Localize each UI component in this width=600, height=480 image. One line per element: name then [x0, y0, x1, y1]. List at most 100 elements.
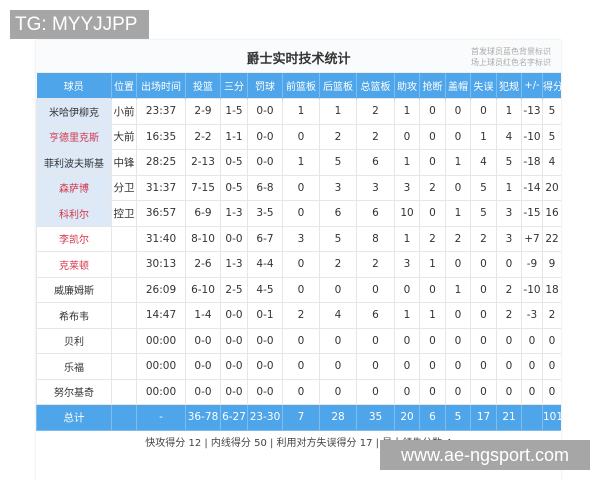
total-cell: 总计 — [36, 404, 112, 431]
stat-cell: 0 — [319, 327, 357, 354]
stat-cell: 0 — [470, 378, 497, 405]
stat-cell: 6-10 — [185, 276, 221, 303]
table-row: 希布韦 14:47 1-4 0-0 0-1 2 4 6 1 1 0 0 2 -3 2 — [36, 302, 561, 329]
stat-cell — [111, 302, 137, 329]
total-cell: 6 — [419, 404, 446, 431]
stat-cell: 6 — [356, 200, 395, 227]
total-cell — [111, 404, 137, 431]
stat-cell: -14 — [521, 174, 543, 201]
stat-cell: -3 — [521, 302, 543, 329]
stat-cell: 1 — [419, 302, 446, 329]
stat-cell: 1-4 — [185, 302, 221, 329]
stat-cell: 0 — [445, 251, 471, 278]
stat-cell: 2 — [356, 98, 395, 125]
stat-cell: 5 — [496, 149, 522, 176]
panel-header: 爵士实时技术统计 首发球员蓝色背景标识 场上球员红色名字标识 — [36, 40, 561, 73]
table-row: 菲利波夫斯基 中锋 28:25 2-13 0-5 0-0 1 5 6 1 0 1 4 5 -18 4 — [36, 149, 561, 176]
header-row: 球员 位置 出场时间 投篮 三分 罚球 前篮板 后篮板 总篮板 助攻 抢断 盖帽 失误 犯规 +/- 得分 — [36, 73, 561, 99]
stat-cell: 0 — [496, 251, 522, 278]
stat-cell: 5 — [470, 200, 497, 227]
total-cell: 23-30 — [247, 404, 283, 431]
stat-cell: 0 — [356, 378, 395, 405]
stat-cell: 28:25 — [136, 149, 186, 176]
total-cell: 35 — [356, 404, 395, 431]
table-row: 李凯尔 31:40 8-10 0-0 6-7 3 5 8 1 2 2 2 3 +7 22 — [36, 225, 561, 252]
stat-cell: 0 — [319, 378, 357, 405]
legend: 首发球员蓝色背景标识 场上球员红色名字标识 — [471, 46, 551, 68]
stat-cell: 2-6 — [185, 251, 221, 278]
stat-cell: 0-0 — [247, 123, 283, 150]
stat-cell: 0 — [419, 98, 446, 125]
stat-cell: 2 — [419, 225, 446, 252]
table-row: 亨德里克斯 大前 16:35 2-2 1-1 0-0 0 2 2 0 0 0 1 4 -10 5 — [36, 123, 561, 150]
stat-cell: 0-0 — [185, 378, 221, 405]
stat-cell: +7 — [521, 225, 543, 252]
stat-cell: 1 — [394, 98, 420, 125]
player-name: 威廉姆斯 — [36, 276, 112, 303]
stat-cell: 1 — [282, 149, 320, 176]
stat-cell: 0-0 — [185, 353, 221, 380]
stat-cell: 0 — [394, 276, 420, 303]
player-name: 科利尔 — [36, 200, 112, 227]
stat-cell: 31:40 — [136, 225, 186, 252]
stat-cell: 3 — [282, 225, 320, 252]
stat-cell: 8-10 — [185, 225, 221, 252]
stat-cell: 0 — [419, 353, 446, 380]
stat-cell — [111, 276, 137, 303]
column-header: 失误 — [470, 73, 497, 99]
stat-cell: 0 — [521, 327, 543, 354]
stat-cell: -18 — [521, 149, 543, 176]
stat-cell: 26:09 — [136, 276, 186, 303]
column-header: 出场时间 — [136, 73, 186, 99]
table-row: 克莱顿 30:13 2-6 1-3 4-4 0 2 2 3 1 0 0 0 -9 9 — [36, 251, 561, 278]
stat-cell: 3 — [319, 174, 357, 201]
stat-cell: 20 — [542, 174, 561, 201]
stat-cell: 0 — [470, 251, 497, 278]
stat-cell — [111, 353, 137, 380]
stat-cell: 1 — [445, 149, 471, 176]
stat-cell: 0 — [282, 378, 320, 405]
stat-cell: 14:47 — [136, 302, 186, 329]
stat-cell: 3 — [394, 174, 420, 201]
stat-cell: 0 — [521, 378, 543, 405]
stat-cell: 0 — [282, 123, 320, 150]
stat-cell: 0 — [419, 378, 446, 405]
stat-cell: 1 — [496, 174, 522, 201]
total-cell: 20 — [394, 404, 420, 431]
page-title: 爵士实时技术统计 — [246, 52, 351, 67]
legend-starter: 首发球员蓝色背景标识 — [471, 47, 551, 56]
column-header: 罚球 — [247, 73, 283, 99]
player-name: 希布韦 — [36, 302, 112, 329]
stat-cell: 6-9 — [185, 200, 221, 227]
stat-cell: 2 — [319, 251, 357, 278]
stat-cell: 0 — [445, 174, 471, 201]
player-name: 亨德里克斯 — [36, 123, 112, 150]
total-cell: 36-78 — [185, 404, 221, 431]
stat-cell: 0 — [282, 251, 320, 278]
stat-cell: 16 — [542, 200, 561, 227]
stat-cell: 2 — [356, 251, 395, 278]
total-cell: 6-27 — [220, 404, 248, 431]
total-cell: 5 — [445, 404, 471, 431]
stat-cell: 1 — [319, 98, 357, 125]
stat-cell: 4-5 — [247, 276, 283, 303]
column-header: 投篮 — [185, 73, 221, 99]
stat-cell: 2 — [445, 225, 471, 252]
column-header: 后篮板 — [319, 73, 357, 99]
column-header: 抢断 — [419, 73, 446, 99]
player-name: 米哈伊柳克 — [36, 98, 112, 125]
stat-cell: 2 — [496, 276, 522, 303]
stat-cell: 2 — [542, 302, 561, 329]
stat-cell: 0-0 — [247, 353, 283, 380]
stat-cell: 16:35 — [136, 123, 186, 150]
stat-cell: 0 — [356, 276, 395, 303]
stat-cell: 0 — [394, 378, 420, 405]
total-cell: 28 — [319, 404, 357, 431]
stat-cell: 4 — [470, 149, 497, 176]
stat-cell — [111, 327, 137, 354]
stats-panel: 爵士实时技术统计 首发球员蓝色背景标识 场上球员红色名字标识 球员 位置 出场时间投… — [36, 40, 561, 480]
column-header: 得分 — [542, 73, 561, 99]
stat-cell: 23:37 — [136, 98, 186, 125]
column-header: 总篮板 — [356, 73, 395, 99]
